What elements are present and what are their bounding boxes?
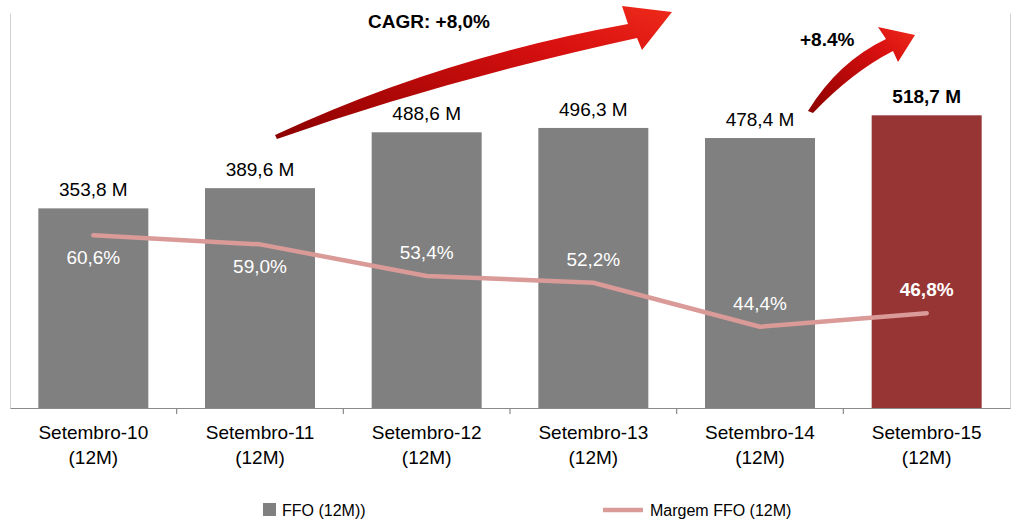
legend: FFO (12M)) Margem FFO (12M) bbox=[263, 502, 791, 519]
cagr-arrow bbox=[275, 6, 672, 139]
bar-label: 496,3 M bbox=[559, 99, 628, 120]
y-axis bbox=[10, 14, 11, 409]
margin-label: 46,8% bbox=[900, 279, 954, 300]
plot-area bbox=[38, 115, 981, 408]
category-separator bbox=[176, 408, 177, 414]
bar bbox=[538, 128, 648, 408]
x-tick-label: Setembro-14(12M) bbox=[705, 422, 815, 468]
margin-line bbox=[93, 235, 926, 326]
margin-label: 59,0% bbox=[233, 256, 287, 277]
legend-label: FFO (12M)) bbox=[282, 502, 366, 519]
y2-axis-line bbox=[1010, 14, 1011, 409]
x-tick-label: Setembro-10(12M) bbox=[38, 422, 148, 468]
x-tick: Setembro-10(12M) bbox=[38, 408, 148, 468]
bar-label: 389,6 M bbox=[226, 159, 295, 180]
annotation: +8.4% bbox=[800, 29, 855, 50]
y-axis-line bbox=[10, 14, 11, 409]
bar-label: 478,4 M bbox=[726, 109, 795, 130]
annotation: CAGR: +8,0% bbox=[368, 11, 490, 32]
x-tick: Setembro-13(12M) bbox=[538, 408, 648, 468]
x-axis: Setembro-10(12M) Setembro-11(12M) Setembro… bbox=[11, 408, 1011, 468]
bar-label: 353,8 M bbox=[59, 179, 128, 200]
margin-label: 44,4% bbox=[733, 293, 787, 314]
legend-swatch bbox=[603, 508, 643, 513]
category-separator bbox=[509, 408, 510, 414]
y2-axis bbox=[1010, 14, 1011, 409]
chart: Setembro-10(12M) Setembro-11(12M) Setembro… bbox=[0, 0, 1024, 531]
x-tick: Setembro-15(12M) bbox=[872, 408, 982, 468]
x-tick: Setembro-11(12M) bbox=[206, 408, 314, 468]
x-tick-label: Setembro-11(12M) bbox=[206, 422, 314, 468]
category-separator bbox=[343, 408, 344, 414]
x-tick-label: Setembro-12(12M) bbox=[372, 422, 482, 468]
bar-label: 488,6 M bbox=[392, 103, 461, 124]
margin-label: 53,4% bbox=[400, 242, 454, 263]
bar bbox=[705, 138, 815, 408]
x-tick-label: Setembro-13(12M) bbox=[538, 422, 648, 468]
x-tick: Setembro-14(12M) bbox=[705, 408, 815, 468]
category-separator bbox=[676, 408, 677, 414]
x-tick: Setembro-12(12M) bbox=[372, 408, 482, 468]
x-tick-label: Setembro-15(12M) bbox=[872, 422, 982, 468]
legend-swatch bbox=[263, 503, 276, 516]
bar bbox=[205, 188, 315, 408]
bar bbox=[872, 115, 982, 408]
category-separator bbox=[843, 408, 844, 414]
bar-label: 518,7 M bbox=[892, 86, 961, 107]
legend-label: Margem FFO (12M) bbox=[650, 502, 791, 519]
margin-label: 60,6% bbox=[66, 247, 120, 268]
margin-label: 52,2% bbox=[566, 249, 620, 270]
